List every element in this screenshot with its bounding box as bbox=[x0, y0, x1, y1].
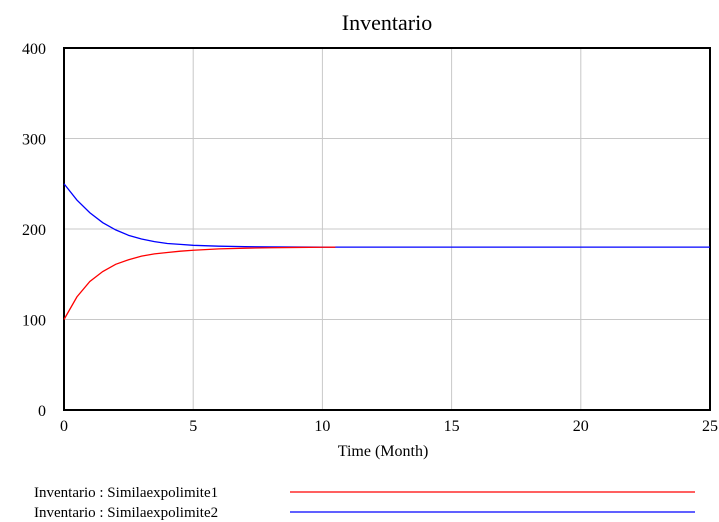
x-tick-label: 5 bbox=[189, 418, 197, 435]
series-line-1 bbox=[63, 183, 710, 248]
y-axis-ticks: 0 100 200 300 400 bbox=[22, 41, 46, 420]
legend-item: Inventario : Similaexpolimite1 bbox=[34, 485, 695, 501]
x-tick-label: 25 bbox=[702, 418, 718, 435]
y-tick-label: 100 bbox=[22, 313, 46, 330]
chart-title: Inventario bbox=[342, 10, 432, 35]
x-tick-label: 15 bbox=[444, 418, 460, 435]
x-tick-label: 10 bbox=[314, 418, 330, 435]
y-tick-label: 200 bbox=[22, 222, 46, 239]
x-axis-ticks: 0 5 10 15 20 25 bbox=[60, 418, 718, 435]
x-axis-label: Time (Month) bbox=[338, 443, 429, 460]
plot-area bbox=[63, 47, 711, 411]
legend-item: Inventario : Similaexpolimite2 bbox=[34, 505, 695, 521]
grid bbox=[64, 48, 710, 410]
y-tick-label: 0 bbox=[38, 403, 46, 420]
x-tick-label: 0 bbox=[60, 418, 68, 435]
plot-frame bbox=[63, 47, 711, 411]
x-tick-label: 20 bbox=[573, 418, 589, 435]
legend-label: Inventario : Similaexpolimite2 bbox=[34, 505, 218, 521]
legend-label: Inventario : Similaexpolimite1 bbox=[34, 485, 218, 501]
legend: Inventario : Similaexpolimite1 Inventario… bbox=[34, 485, 695, 521]
series-line-2 bbox=[63, 246, 336, 320]
series-lines bbox=[63, 183, 710, 320]
y-tick-label: 300 bbox=[22, 132, 46, 149]
y-tick-label: 400 bbox=[22, 41, 46, 58]
